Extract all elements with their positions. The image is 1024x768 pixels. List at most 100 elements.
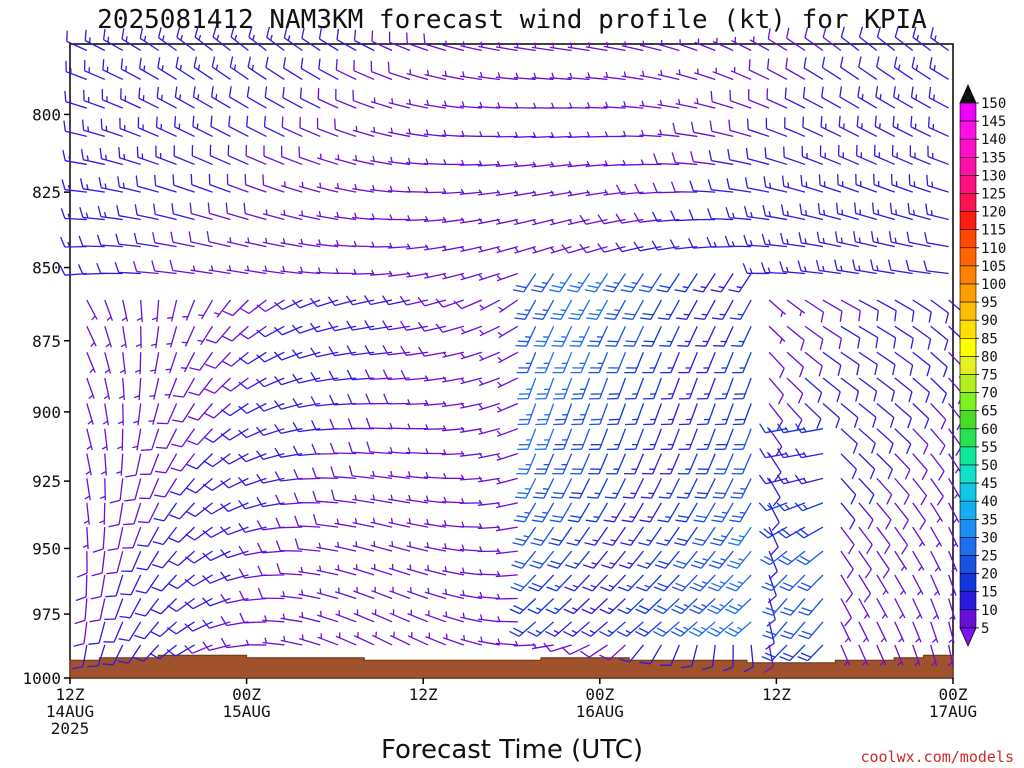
wind-barb <box>588 453 609 475</box>
wind-barb <box>794 526 824 539</box>
wind-barb <box>381 295 411 306</box>
wind-barb <box>912 453 928 481</box>
wind-barb <box>804 27 824 52</box>
wind-barb <box>694 68 716 81</box>
wind-barb <box>370 155 393 166</box>
wind-barb <box>749 36 770 52</box>
wind-barb <box>460 402 482 409</box>
wind-barb <box>406 564 429 576</box>
wind-barb <box>364 344 393 356</box>
wind-barb <box>198 299 214 320</box>
wind-barb <box>388 517 411 528</box>
wind-barb <box>689 597 716 615</box>
wind-barb <box>530 273 555 293</box>
wind-barb <box>282 86 303 109</box>
wind-barb <box>678 352 698 374</box>
wind-barb <box>84 478 91 501</box>
wind-barb <box>535 377 555 400</box>
wind-barb <box>822 377 841 403</box>
wind-barb <box>692 273 716 293</box>
wind-barb <box>856 115 878 138</box>
wind-barb <box>132 428 142 451</box>
wind-barb <box>169 259 195 275</box>
wind-barb <box>579 214 608 225</box>
wind-barb <box>417 321 447 332</box>
wind-barb <box>477 476 500 483</box>
wind-barb <box>582 574 608 592</box>
wind-barb <box>532 218 554 226</box>
wind-barb <box>191 145 213 166</box>
wind-barb <box>222 299 249 317</box>
wind-barb <box>780 232 806 248</box>
wind-barb <box>656 273 680 293</box>
colorbar-segment <box>959 410 977 430</box>
wind-barb <box>786 377 804 404</box>
colorbar-tick-label: 70 <box>981 386 998 402</box>
wind-barb <box>514 246 536 254</box>
wind-barb <box>459 521 482 528</box>
y-tick-label: 825 <box>32 183 61 202</box>
wind-barb <box>246 115 267 138</box>
wind-barb <box>298 210 321 221</box>
wind-barb <box>551 478 573 499</box>
wind-barb <box>407 632 429 646</box>
wind-barb <box>566 273 591 293</box>
wind-barb <box>79 178 105 193</box>
wind-barb <box>117 644 142 664</box>
wind-barb <box>318 58 339 81</box>
wind-barb <box>205 325 231 344</box>
colorbar-segment <box>959 537 977 556</box>
wind-barb <box>150 352 160 375</box>
wind-barb <box>840 598 853 627</box>
wind-barb <box>696 377 716 400</box>
wind-barb <box>273 351 303 361</box>
wind-barb <box>549 42 572 52</box>
wind-barb <box>495 571 518 578</box>
wind-barb <box>166 326 178 348</box>
wind-barb <box>585 102 608 109</box>
wind-barb <box>587 326 609 347</box>
wind-barb <box>477 101 500 109</box>
wind-barb <box>226 173 249 193</box>
wind-barb <box>768 502 780 531</box>
colorbar-tick-label: 75 <box>981 368 998 384</box>
wind-barb <box>227 144 249 166</box>
wind-barb <box>496 428 518 437</box>
wind-barb <box>423 495 446 504</box>
wind-barb <box>399 295 429 306</box>
wind-barb <box>114 261 141 275</box>
wind-barb <box>797 644 824 662</box>
wind-barb <box>929 57 949 81</box>
colorbar-tick-label: 10 <box>981 603 998 619</box>
wind-barb <box>328 321 357 332</box>
wind-barb <box>157 57 177 81</box>
wind-barb <box>400 320 429 331</box>
wind-barb <box>460 272 483 281</box>
wind-barb <box>175 56 195 81</box>
wind-barb <box>876 526 891 555</box>
wind-barb <box>209 144 231 166</box>
wind-barb <box>569 478 591 499</box>
wind-barb <box>184 597 213 610</box>
wind-barb <box>517 403 537 426</box>
wind-barb <box>310 371 339 383</box>
wind-barb <box>514 218 536 226</box>
wind-barb <box>566 526 591 546</box>
wind-barb <box>256 402 285 412</box>
wind-barb <box>509 621 537 637</box>
wind-barb <box>928 86 949 109</box>
wind-barb <box>516 352 537 374</box>
wind-barb <box>256 473 285 484</box>
wind-barb <box>675 69 698 81</box>
wind-barb <box>282 57 303 81</box>
wind-barb <box>876 377 896 402</box>
wind-barb <box>894 299 915 322</box>
wind-barb <box>495 42 518 52</box>
wind-barb <box>535 403 555 426</box>
wind-barb <box>118 147 141 166</box>
wind-barb <box>172 174 195 193</box>
wind-barb <box>238 351 267 365</box>
wind-barb <box>336 28 357 52</box>
wind-barb <box>888 231 913 248</box>
wind-barb <box>930 598 940 620</box>
